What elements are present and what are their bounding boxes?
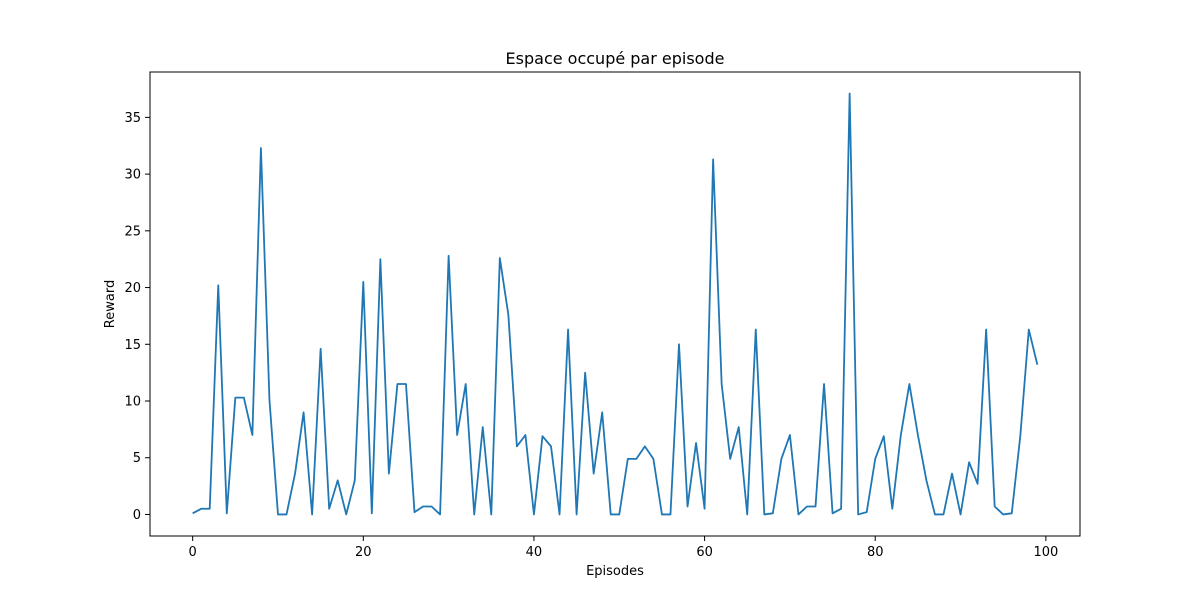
y-tick-label: 30	[124, 168, 141, 183]
chart-title: Espace occupé par episode	[506, 49, 725, 68]
x-tick-label: 100	[1033, 545, 1058, 560]
x-axis-label: Episodes	[586, 564, 644, 579]
x-axis: 0 20 40 60 80 100	[189, 536, 1058, 560]
series-line	[192, 92, 1039, 516]
y-tick-label: 20	[124, 281, 141, 296]
y-tick-label: 15	[124, 338, 141, 353]
axes-frame	[149, 71, 1081, 537]
y-tick-label: 10	[124, 394, 141, 409]
plot-area	[192, 92, 1039, 516]
y-tick-label: 0	[133, 508, 141, 523]
x-tick-label: 40	[526, 545, 543, 560]
y-axis-label: Reward	[103, 280, 118, 328]
x-tick-label: 80	[867, 545, 884, 560]
x-tick-label: 60	[696, 545, 713, 560]
y-tick-label: 35	[124, 111, 141, 126]
y-tick-label: 25	[124, 224, 141, 239]
x-tick-label: 0	[189, 545, 197, 560]
y-tick-label: 5	[133, 451, 141, 466]
x-tick-label: 20	[355, 545, 372, 560]
y-axis: 0 5 10 15 20 25 30 35	[124, 111, 150, 523]
